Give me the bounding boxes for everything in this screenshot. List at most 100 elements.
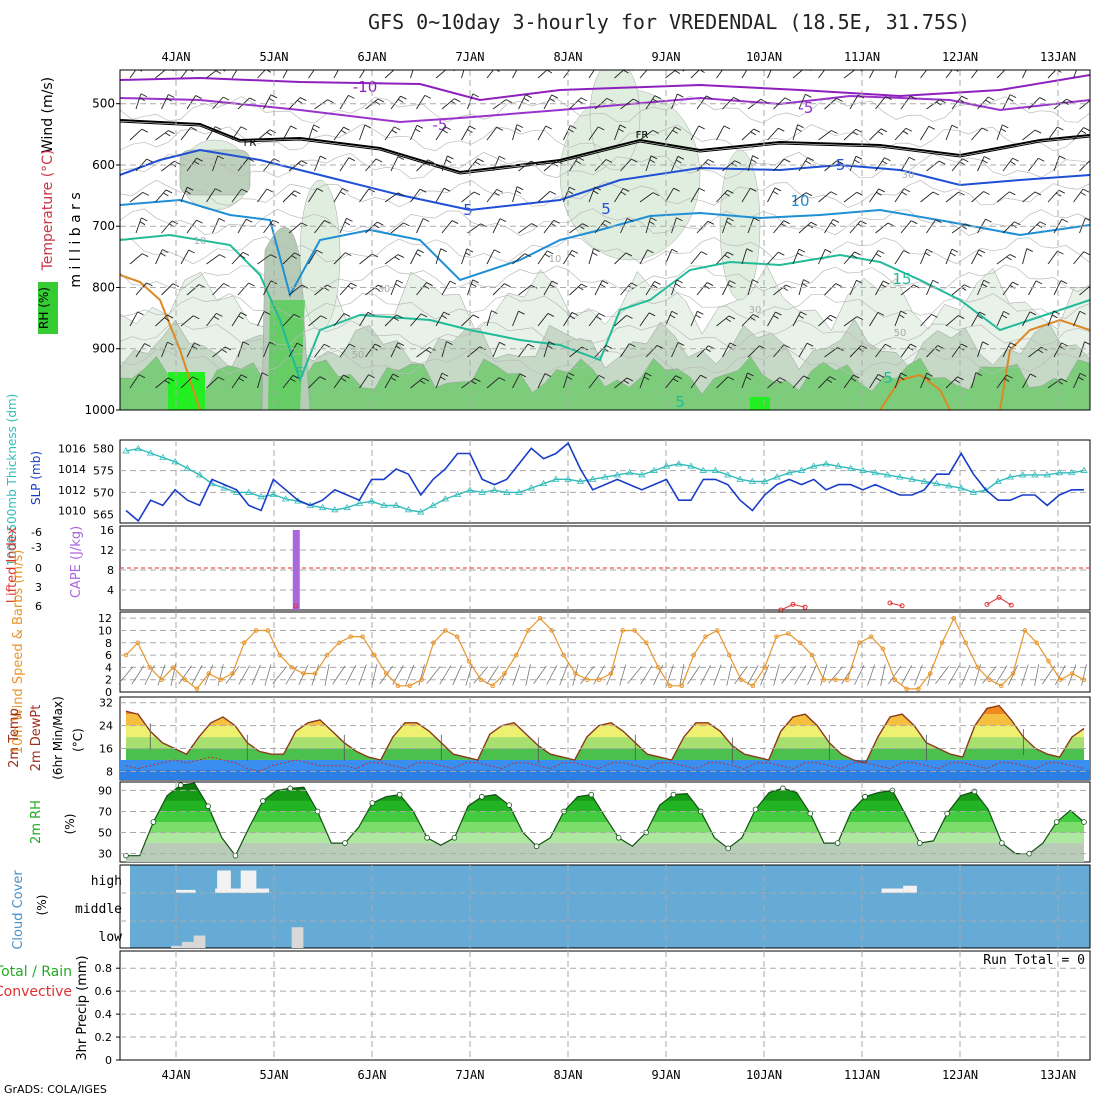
wind-barb [186, 95, 202, 110]
wind-speed-point [182, 677, 188, 682]
wind-barb [410, 188, 427, 203]
wind-speed-point [703, 634, 708, 639]
wind-barb [410, 313, 428, 327]
wind-barb [696, 220, 715, 234]
thickness-point [171, 458, 179, 465]
wind-barb [722, 97, 740, 110]
wind-barb [461, 378, 481, 389]
thickness-point [245, 488, 253, 495]
wind-barb [435, 311, 450, 327]
wind-barb [263, 158, 280, 172]
rh-core [168, 372, 205, 410]
date-label-top: 11JAN [844, 50, 880, 64]
wind-barb [945, 70, 959, 79]
date-label-bottom: 8JAN [554, 1068, 583, 1082]
wind-barb [690, 374, 707, 389]
thickness-point [220, 484, 228, 491]
precip-tick: 0 [105, 1054, 112, 1067]
rh-band [126, 822, 1084, 833]
lifted-index-point [293, 603, 299, 609]
wind-barb-10m [687, 665, 701, 685]
wind-barb [1047, 189, 1066, 203]
wind-barb [869, 250, 885, 265]
pressure-tick: 1000 [84, 403, 115, 417]
thickness-point [281, 495, 290, 502]
contour-label: 30 [749, 305, 762, 316]
wind-barb [212, 283, 230, 296]
wind-barb [1079, 217, 1090, 234]
thickness-point [195, 471, 204, 478]
wind-barb [773, 97, 792, 110]
wind-barb-10m [178, 665, 192, 685]
precip-tick: 0.8 [95, 962, 113, 975]
wind-speed-point [691, 652, 697, 658]
date-label-top: 4JAN [162, 50, 191, 64]
wind-barb [569, 156, 585, 172]
wind-barb [818, 191, 837, 203]
wind-barb [282, 313, 301, 327]
thickness-line [125, 447, 1085, 513]
wind-speed-point [525, 628, 531, 633]
wind-barb [614, 314, 633, 327]
wind-barb [231, 374, 248, 389]
cape-tick: 8 [107, 564, 114, 577]
panel-cloud-frame [119, 864, 1091, 949]
wind-barb [512, 253, 531, 265]
wind-barb [741, 128, 760, 141]
wind-barb [435, 248, 447, 265]
thickness-point [625, 468, 634, 476]
wind-barb-10m [713, 664, 722, 686]
date-label-top: 10JAN [746, 50, 782, 64]
wind-barb [384, 126, 401, 141]
wind-barb [614, 124, 627, 141]
slp-line [125, 441, 1084, 523]
wind-barb [665, 126, 682, 141]
wind-barb [722, 217, 734, 234]
rh-line [126, 782, 1085, 857]
contour-label: 5 [601, 200, 611, 218]
wind-barb [849, 345, 868, 358]
rh-band [126, 832, 1084, 844]
wind-speed-point [774, 634, 779, 639]
rh-point [205, 803, 211, 810]
cloud-high-bar [215, 888, 270, 893]
wind-speed-point [797, 640, 803, 646]
isotherm-20-right [999, 318, 1090, 410]
wind-barb [441, 341, 453, 358]
wind-speed-point [596, 677, 602, 682]
wind-barb [155, 70, 175, 79]
rh-contour [120, 264, 1090, 293]
wind-barb [486, 249, 501, 265]
run-total-label: Run Total = 0 [983, 953, 1085, 968]
rh-legend-swatch [38, 282, 58, 334]
wind-barb [945, 124, 959, 141]
wind-barb [537, 313, 555, 327]
wind-barb-10m [961, 664, 971, 686]
rh-point [1081, 819, 1087, 825]
thickness-point [785, 468, 793, 476]
wind-barb [359, 70, 366, 79]
wind-barb [639, 372, 652, 389]
cloud-low-bar [193, 935, 206, 948]
wind-barb-10m [807, 664, 817, 686]
wind-barb [818, 130, 838, 141]
isotherm-freezing-2 [120, 121, 1090, 175]
wind-tick: 10 [98, 624, 112, 637]
wind-barb [359, 124, 372, 141]
lifted-index-line [986, 596, 1012, 606]
thickness-point [441, 495, 450, 502]
wind-speed-point [809, 652, 815, 658]
wind-barb [773, 158, 791, 172]
wind-barb [920, 191, 940, 203]
wind-barb [690, 310, 704, 327]
wind-barb [1047, 378, 1068, 389]
wind-barb [212, 217, 226, 234]
wind-tick: 6 [105, 649, 112, 662]
wind-barb [971, 249, 986, 265]
wind-barb [563, 125, 577, 141]
wind-barb [435, 126, 451, 141]
wind-speed-point [147, 665, 152, 670]
wind-barb [716, 189, 734, 203]
wind-barb [792, 311, 807, 327]
temperature-axis-label: Temperature (°C) [40, 150, 56, 272]
